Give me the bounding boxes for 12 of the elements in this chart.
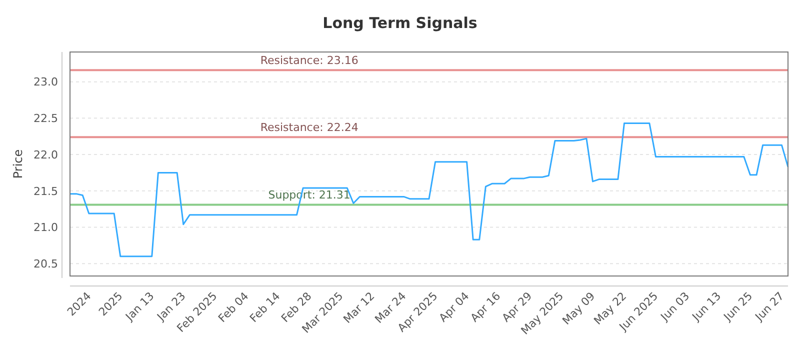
y-tick-label: 20.5 bbox=[34, 257, 58, 270]
y-tick-label: 21.5 bbox=[34, 184, 58, 198]
chart-title: Long Term Signals bbox=[322, 14, 478, 32]
y-axis-title: Price bbox=[11, 149, 25, 179]
line-series bbox=[69, 122, 789, 258]
y-tick-label: 23.0 bbox=[34, 76, 58, 89]
x-tick-label: Jan 13 bbox=[122, 290, 157, 324]
y-tick-label: 22.0 bbox=[34, 148, 58, 162]
y-tick-label: 22.5 bbox=[34, 112, 58, 126]
ref-line-label: Resistance: 22.24 bbox=[260, 121, 358, 134]
y-tick-label: 21.0 bbox=[34, 221, 58, 234]
ref-line-label: Resistance: 23.16 bbox=[260, 54, 358, 68]
